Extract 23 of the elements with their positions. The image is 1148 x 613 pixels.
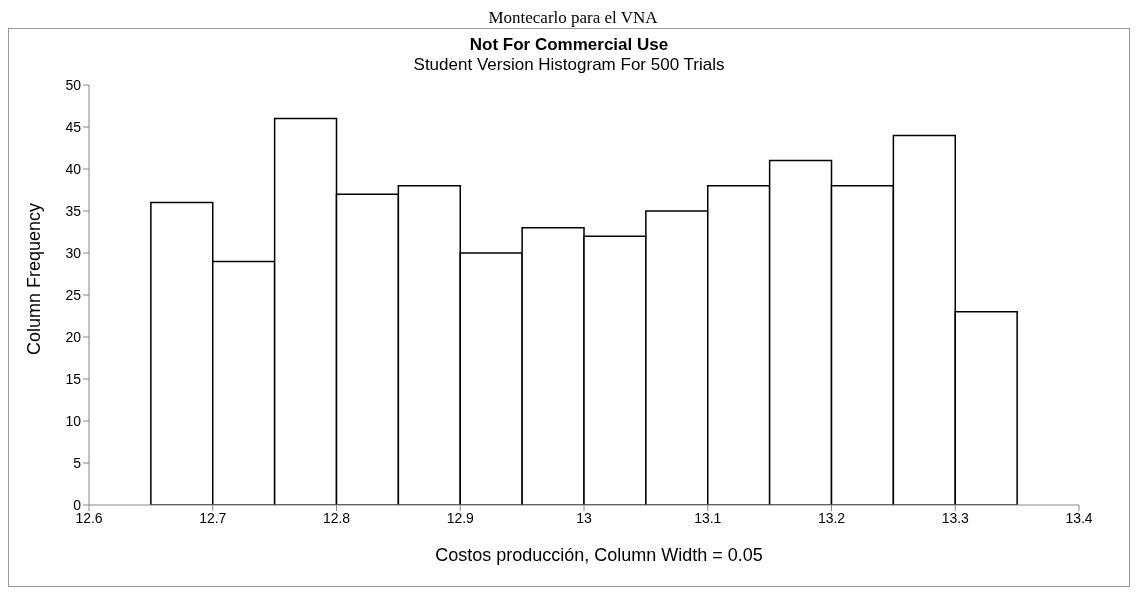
x-tick-label: 13 — [576, 509, 592, 526]
y-tick-label: 25 — [65, 286, 82, 303]
x-tick-label: 13.2 — [817, 509, 846, 526]
chart-title: Not For Commercial Use — [468, 35, 670, 55]
x-tick-label: 13.3 — [941, 509, 970, 526]
text: Montecarlo para el VNA — [487, 8, 659, 28]
x-tick-label: 13.4 — [1065, 509, 1093, 526]
x-tick-label: 12.9 — [446, 509, 475, 526]
x-tick-label: 13.1 — [694, 509, 722, 526]
y-axis-title: Column Frequency — [24, 202, 45, 355]
y-tick-label: 40 — [65, 160, 82, 177]
y-tick-label: 50 — [65, 76, 82, 93]
y-tick-label: 35 — [65, 202, 82, 219]
y-tick-label: 20 — [65, 328, 82, 345]
x-tick-label: 12.7 — [199, 509, 227, 526]
y-tick-label: 45 — [65, 118, 82, 135]
x-tick-label: 12.8 — [322, 509, 351, 526]
y-tick-label: 5 — [73, 454, 82, 471]
chart-subtitle: Student Version Histogram For 500 Trials — [412, 55, 726, 75]
y-tick-label: 10 — [65, 412, 82, 429]
y-tick-label: 15 — [65, 370, 82, 387]
y-tick-label: 30 — [65, 244, 82, 261]
x-axis-title: Costos producción, Column Width = 0.05 — [434, 545, 764, 567]
